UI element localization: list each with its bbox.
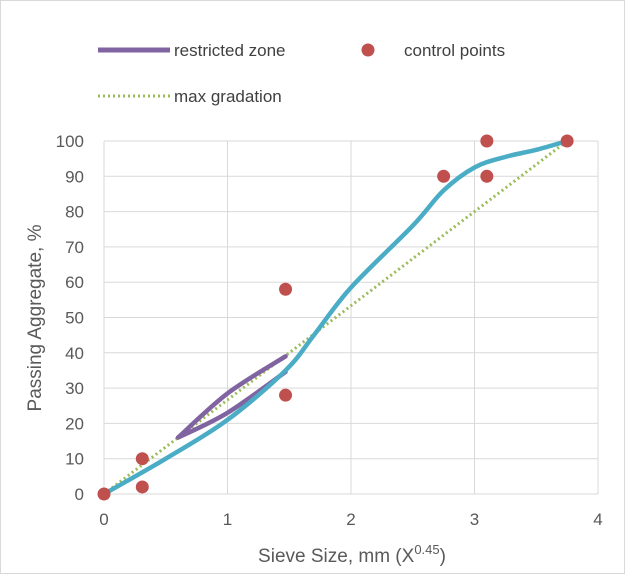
control-point [480, 169, 494, 183]
grid-lines [103, 140, 599, 495]
legend-label-restricted-zone: restricted zone [174, 41, 286, 60]
control-point [135, 480, 149, 494]
x-axis-title: Sieve Size, mm (X0.45) [258, 542, 446, 567]
control-point [560, 134, 574, 148]
control-point [97, 487, 111, 501]
y-tick-label: 20 [65, 414, 84, 433]
legend-swatch-control-points [361, 43, 375, 57]
legend-label-max-gradation: max gradation [174, 87, 282, 106]
max-gradation-line [103, 139, 569, 496]
legend: restricted zone control points max grada… [98, 41, 505, 106]
x-tick-label: 0 [99, 510, 108, 529]
control-point [279, 282, 293, 296]
y-tick-label: 70 [65, 238, 84, 257]
legend-label-control-points: control points [404, 41, 505, 60]
restricted-zone-lower-line [175, 369, 288, 440]
x-tick-label: 1 [223, 510, 232, 529]
y-tick-label: 40 [65, 344, 84, 363]
y-tick-label: 90 [65, 167, 84, 186]
y-tick-label: 100 [56, 132, 84, 151]
y-tick-label: 30 [65, 379, 84, 398]
y-tick-label: 50 [65, 309, 84, 328]
x-tick-label: 4 [593, 510, 602, 529]
tick-labels: 0 10 20 30 40 50 60 70 80 90 100 0 1 2 3 4 [56, 132, 603, 529]
y-tick-label: 10 [65, 450, 84, 469]
x-tick-label: 2 [346, 510, 355, 529]
y-tick-label: 60 [65, 273, 84, 292]
control-point [480, 134, 494, 148]
gradation-curve [101, 138, 570, 497]
plot-area [97, 134, 574, 501]
y-tick-label: 0 [75, 485, 84, 504]
control-point [135, 452, 149, 466]
control-point [437, 169, 451, 183]
y-tick-label: 80 [65, 203, 84, 222]
x-tick-label: 3 [470, 510, 479, 529]
y-axis-title: Passing Aggregate, % [25, 224, 46, 411]
control-point [279, 388, 293, 402]
restricted-zone-upper-line [175, 354, 288, 440]
